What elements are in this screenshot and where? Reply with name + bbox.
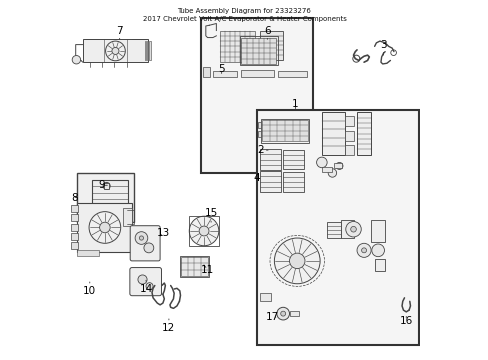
- Text: 17: 17: [265, 312, 279, 322]
- Text: 8: 8: [72, 193, 78, 203]
- Bar: [77, 203, 132, 252]
- Circle shape: [135, 232, 147, 244]
- Bar: [144, 41, 146, 60]
- Text: 1: 1: [292, 99, 298, 109]
- Circle shape: [335, 162, 342, 170]
- FancyBboxPatch shape: [130, 267, 161, 296]
- Text: 10: 10: [83, 282, 96, 296]
- Bar: [71, 215, 78, 221]
- Text: 16: 16: [399, 316, 412, 326]
- Circle shape: [289, 253, 305, 269]
- Text: 6: 6: [264, 26, 270, 39]
- Text: 3: 3: [379, 40, 386, 55]
- Circle shape: [345, 221, 361, 237]
- Text: 2: 2: [257, 145, 267, 155]
- Circle shape: [139, 236, 143, 240]
- Circle shape: [274, 238, 320, 284]
- Circle shape: [138, 275, 147, 284]
- Bar: [239, 36, 277, 66]
- Bar: [241, 37, 276, 64]
- Bar: [344, 116, 353, 126]
- Text: 12: 12: [162, 319, 175, 333]
- Circle shape: [361, 248, 366, 253]
- Bar: [180, 256, 208, 277]
- Bar: [321, 167, 331, 172]
- Bar: [149, 41, 150, 60]
- Text: 9: 9: [99, 180, 107, 190]
- Circle shape: [371, 244, 384, 257]
- Bar: [181, 257, 207, 276]
- Bar: [77, 173, 133, 222]
- Text: 13: 13: [157, 228, 170, 238]
- Text: 4: 4: [253, 173, 260, 183]
- Bar: [344, 131, 353, 141]
- Text: 5: 5: [218, 64, 224, 74]
- Circle shape: [103, 183, 110, 189]
- Bar: [220, 31, 255, 62]
- Bar: [257, 122, 260, 128]
- Circle shape: [112, 48, 119, 54]
- Text: 2017 Chevrolet Volt A/C Evaporator & Heater Components: 2017 Chevrolet Volt A/C Evaporator & Hea…: [142, 17, 346, 22]
- Circle shape: [350, 226, 356, 232]
- Bar: [374, 259, 385, 271]
- Text: 14: 14: [139, 280, 152, 294]
- Bar: [356, 112, 370, 155]
- Bar: [257, 131, 260, 137]
- Text: 15: 15: [204, 208, 217, 222]
- Bar: [91, 180, 128, 212]
- Bar: [147, 41, 148, 60]
- Circle shape: [100, 222, 110, 233]
- Bar: [103, 183, 109, 189]
- Bar: [71, 242, 78, 249]
- Bar: [370, 220, 385, 242]
- Bar: [241, 70, 274, 77]
- FancyBboxPatch shape: [130, 226, 160, 261]
- Bar: [200, 18, 312, 173]
- Circle shape: [143, 243, 153, 253]
- Bar: [212, 71, 236, 77]
- Bar: [260, 293, 270, 301]
- Circle shape: [105, 41, 125, 61]
- Bar: [71, 205, 78, 212]
- Circle shape: [280, 311, 285, 316]
- Text: 11: 11: [201, 265, 214, 275]
- Circle shape: [276, 307, 289, 320]
- Bar: [123, 208, 132, 226]
- Bar: [341, 220, 353, 238]
- Bar: [71, 224, 78, 231]
- Bar: [277, 71, 307, 77]
- Bar: [283, 150, 304, 170]
- Bar: [82, 39, 147, 62]
- Circle shape: [356, 243, 370, 257]
- Bar: [260, 119, 308, 143]
- Bar: [260, 171, 281, 192]
- Bar: [326, 222, 340, 238]
- Bar: [321, 112, 344, 155]
- Bar: [71, 233, 78, 240]
- Circle shape: [327, 169, 336, 177]
- Circle shape: [316, 157, 326, 168]
- Circle shape: [146, 283, 153, 290]
- Bar: [289, 311, 298, 316]
- Circle shape: [72, 55, 81, 64]
- Bar: [189, 216, 219, 246]
- Circle shape: [199, 226, 208, 236]
- Bar: [333, 163, 341, 168]
- Bar: [77, 250, 99, 256]
- Bar: [203, 67, 209, 77]
- Text: Tube Assembly Diagram for 23323276: Tube Assembly Diagram for 23323276: [177, 8, 311, 14]
- Bar: [283, 172, 304, 192]
- Circle shape: [189, 216, 219, 246]
- Bar: [256, 110, 418, 345]
- Circle shape: [89, 212, 121, 243]
- Bar: [344, 145, 353, 155]
- Bar: [262, 120, 307, 141]
- Bar: [260, 149, 281, 170]
- Text: 7: 7: [116, 26, 122, 39]
- Bar: [260, 31, 283, 60]
